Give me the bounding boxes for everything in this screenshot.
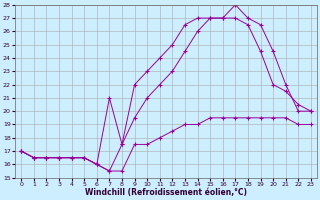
X-axis label: Windchill (Refroidissement éolien,°C): Windchill (Refroidissement éolien,°C) xyxy=(85,188,247,197)
